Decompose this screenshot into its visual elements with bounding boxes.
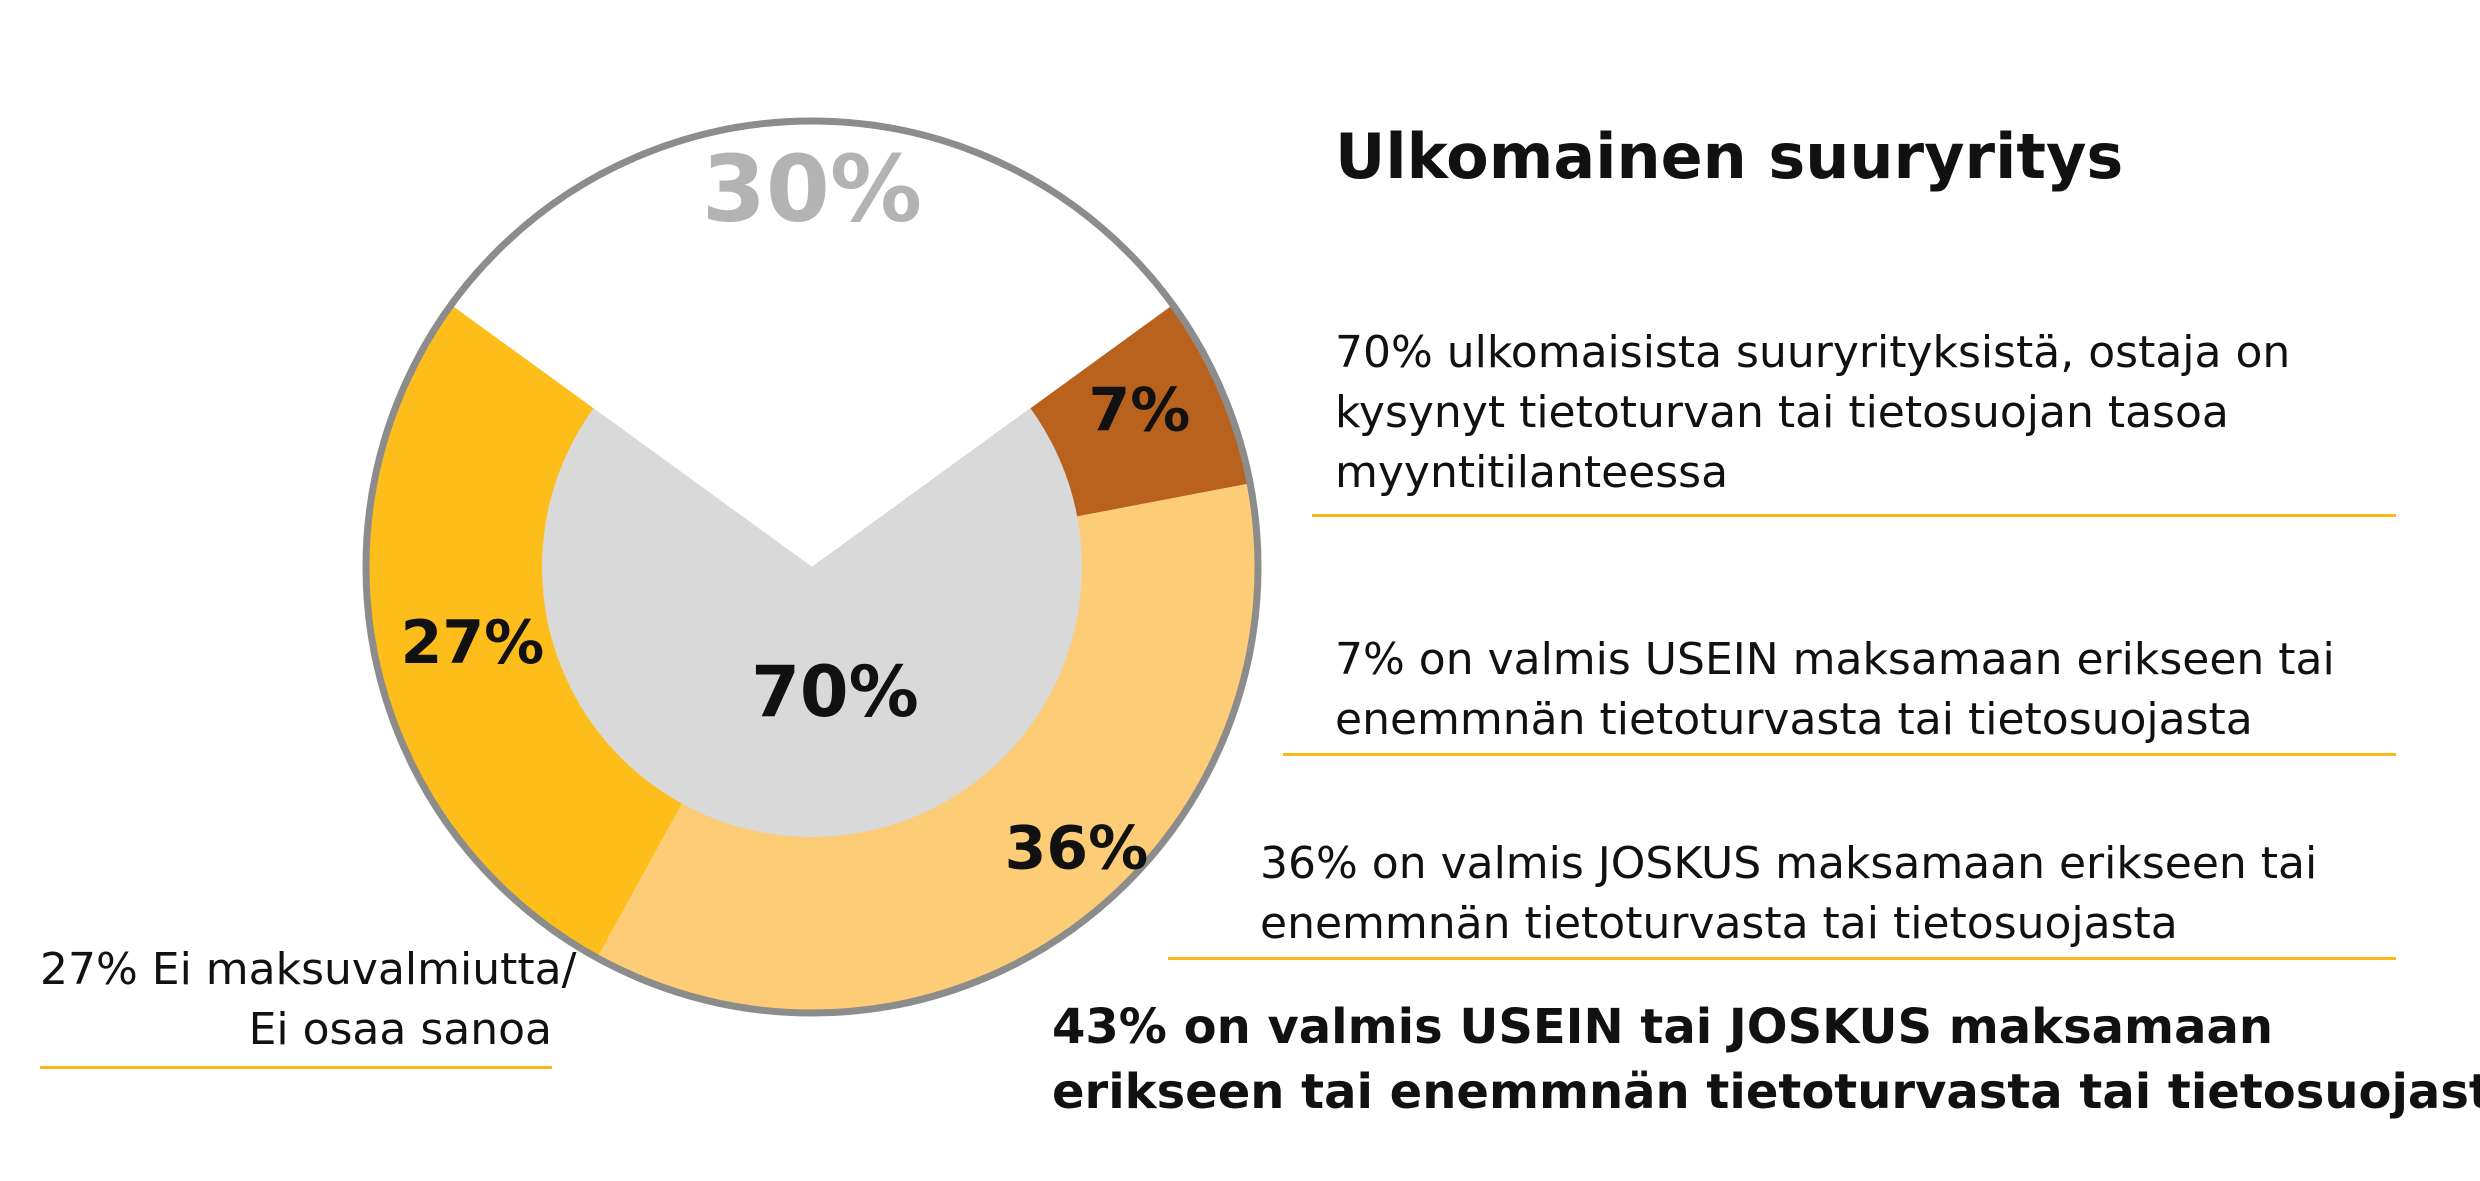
note-line: 27% Ei maksuvalmiutta/ (40, 944, 577, 995)
slice-label-27: 27% (401, 608, 545, 678)
chart-title: Ulkomainen suuryritys (1335, 120, 2124, 193)
rule-none (40, 1066, 552, 1069)
inner-slice-70 (542, 408, 1082, 837)
note-none: 27% Ei maksuvalmiutta/ Ei osaa sanoa (40, 940, 577, 1060)
summary-line: 43% on valmis USEIN tai JOSKUS maksamaan (1052, 999, 2274, 1055)
note-line: myyntitilanteessa (1335, 447, 1729, 498)
note-line: kysynyt tietoturvan tai tietosuojan taso… (1335, 387, 2229, 438)
note-sometimes: 36% on valmis JOSKUS maksamaan erikseen … (1260, 834, 2317, 954)
rule-often (1283, 753, 2396, 756)
note-line: enemmnän tietoturvasta tai tietosuojasta (1335, 694, 2253, 745)
slice-labels: 30% 7% 36% 27% 70% (401, 136, 1191, 884)
slice-label-36: 36% (1005, 813, 1149, 883)
summary-line: erikseen tai enemmnän tietoturvasta tai … (1052, 1064, 2480, 1120)
slice-label-30: 30% (702, 136, 922, 243)
note-line: enemmnän tietoturvasta tai tietosuojasta (1260, 898, 2178, 949)
chart-border (362, 117, 1262, 1017)
rule-asked (1312, 514, 2396, 517)
slice-label-7: 7% (1089, 375, 1191, 445)
inner-label-70: 70% (751, 651, 919, 733)
note-asked: 70% ulkomaisista suuryrityksistä, ostaja… (1335, 323, 2290, 503)
note-line: 70% ulkomaisista suuryrityksistä, ostaja… (1335, 327, 2291, 378)
note-line: 36% on valmis JOSKUS maksamaan erikseen … (1260, 838, 2318, 889)
slice-30 (451, 121, 1173, 567)
note-line: Ei osaa sanoa (248, 1004, 552, 1055)
note-often: 7% on valmis USEIN maksamaan erikseen ta… (1335, 630, 2335, 750)
rule-sometimes (1168, 957, 2396, 960)
summary-text: 43% on valmis USEIN tai JOSKUS maksamaan… (1052, 995, 2480, 1125)
note-line: 7% on valmis USEIN maksamaan erikseen ta… (1335, 634, 2335, 685)
